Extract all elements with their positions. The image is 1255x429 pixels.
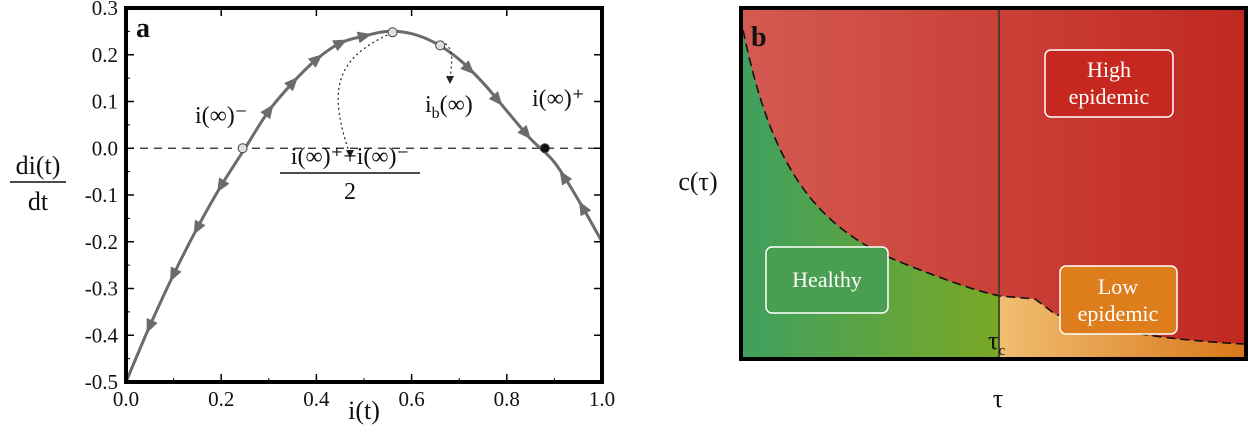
y-tick-label-2: 0.1: [92, 90, 118, 114]
x-axis-title: i(t): [348, 396, 380, 425]
low-epidemic-label-line2: epidemic: [1078, 301, 1159, 326]
y-axis-title-denominator: dt: [28, 187, 49, 216]
flow-arrow-0: [146, 317, 158, 334]
panel-a: 0.0 0.2 0.4 0.6 0.8 1.0 0.3 0.2 0.1 0.0 -0.1 -0.2 -0…: [10, 0, 615, 425]
low-epidemic-region: [1000, 296, 1244, 358]
y-tick-label-5: -0.2: [85, 230, 118, 254]
panel-a-letter: a: [136, 13, 150, 44]
low-epidemic-label-line1: Low: [1098, 274, 1138, 299]
flow-arrow-12: [559, 170, 573, 186]
i-inf-minus-label: i(∞)⁻: [195, 103, 247, 129]
x-tick-label-4: 0.8: [494, 387, 520, 411]
ib-subscript: b: [432, 105, 440, 122]
healthy-label: Healthy: [792, 267, 862, 292]
flow-arrow-2: [193, 219, 206, 235]
midpoint-dotted-arrow: [337, 32, 393, 156]
y-tick-label-1: 0.2: [92, 43, 118, 67]
critical-tau-label: τc: [988, 326, 1005, 359]
panel-b-frame: [739, 6, 1248, 361]
panel-b-letter: b: [751, 22, 767, 53]
critical-tau-subscript: c: [998, 343, 1005, 359]
flow-arrow-4: [260, 104, 274, 120]
midpoint-fraction-numerator: i(∞)⁺+i(∞)⁻: [291, 144, 409, 170]
healthy-label-box: [765, 246, 889, 314]
panel-b: High epidemic Healthy Low epidemic τc τ …: [678, 6, 1248, 413]
flow-arrow-11: [517, 124, 532, 140]
y-tick-label-0: 0.3: [92, 0, 118, 20]
low-epidemic-label-box: [1059, 265, 1178, 335]
y-tick-label-4: -0.1: [85, 183, 118, 207]
panel-a-frame: [124, 6, 604, 384]
x-tick-label-2: 0.4: [303, 387, 330, 411]
midpoint-fraction-denominator: 2: [344, 179, 356, 205]
high-epidemic-label-box: [1044, 49, 1174, 118]
y-tick-label-7: -0.4: [85, 323, 119, 347]
y-tick-label-8: -0.5: [85, 370, 118, 394]
panel-b-x-axis-title: τ: [993, 384, 1003, 413]
high-epidemic-label-line1: High: [1087, 57, 1131, 82]
y-tick-label-6: -0.3: [85, 277, 118, 301]
x-tick-label-0: 0.0: [113, 387, 139, 411]
marker-open-0: [237, 143, 248, 154]
flow-arrow-8: [356, 31, 372, 44]
midpoint-arrow-head: [346, 150, 354, 158]
marker-open-2: [435, 40, 446, 51]
flow-arrow-7: [332, 39, 348, 52]
y-tick-label-3: 0.0: [92, 136, 118, 160]
flow-arrow-9: [460, 60, 475, 75]
rate-curve: [124, 29, 604, 383]
x-tick-label-5: 1.0: [589, 387, 615, 411]
ib-label: ib(∞): [425, 92, 473, 122]
flow-arrow-5: [284, 76, 299, 92]
flow-arrow-1: [170, 266, 182, 282]
flow-arrow-6: [307, 54, 323, 68]
x-tick-label-3: 0.6: [398, 387, 424, 411]
x-tick-label-1: 0.2: [208, 387, 234, 411]
flow-arrow-3: [217, 177, 230, 193]
high-epidemic-label-line2: epidemic: [1069, 84, 1150, 109]
marker-filled-3: [539, 143, 550, 154]
i-inf-plus-label: i(∞)⁺: [532, 86, 584, 112]
panel-b-y-axis-title: c(τ): [678, 167, 717, 196]
flow-arrow-13: [579, 201, 592, 217]
ib-arrow-head: [446, 76, 454, 84]
y-axis-title-numerator: di(t): [16, 151, 61, 180]
marker-open-1: [387, 27, 398, 38]
flow-arrow-10: [488, 91, 503, 106]
